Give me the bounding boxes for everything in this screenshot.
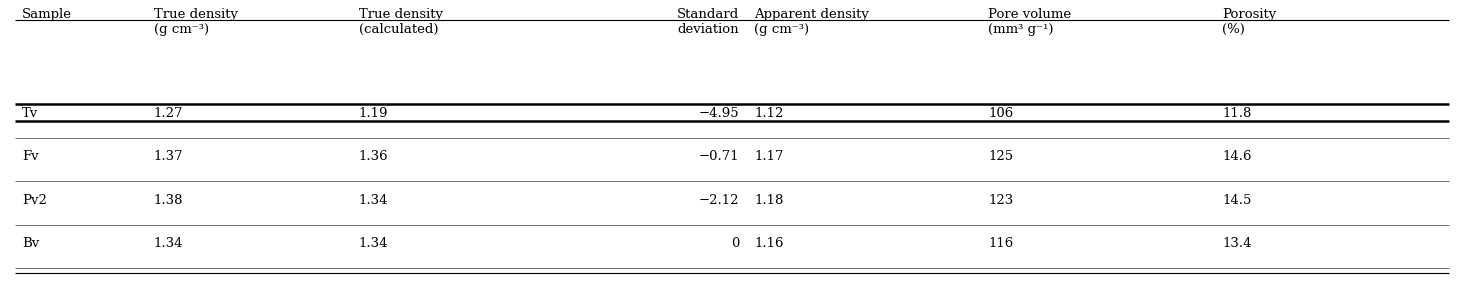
Text: 106: 106 — [988, 106, 1013, 120]
Text: True density
(g cm⁻³): True density (g cm⁻³) — [154, 8, 237, 37]
Text: −4.95: −4.95 — [698, 106, 739, 120]
Text: −2.12: −2.12 — [698, 194, 739, 207]
Text: −0.71: −0.71 — [698, 150, 739, 163]
Text: 0: 0 — [731, 237, 739, 250]
Text: 116: 116 — [988, 237, 1013, 250]
Text: True density
(calculated): True density (calculated) — [359, 8, 442, 37]
Text: 123: 123 — [988, 194, 1013, 207]
Text: 14.6: 14.6 — [1222, 150, 1252, 163]
Text: Bv: Bv — [22, 237, 40, 250]
Text: 1.12: 1.12 — [754, 106, 783, 120]
Text: 11.8: 11.8 — [1222, 106, 1252, 120]
Text: Pv2: Pv2 — [22, 194, 47, 207]
Text: 1.37: 1.37 — [154, 150, 183, 163]
Text: 1.34: 1.34 — [154, 237, 183, 250]
Text: 1.18: 1.18 — [754, 194, 783, 207]
Text: 1.19: 1.19 — [359, 106, 388, 120]
Text: Sample: Sample — [22, 8, 72, 21]
Text: 1.38: 1.38 — [154, 194, 183, 207]
Text: Apparent density
(g cm⁻³): Apparent density (g cm⁻³) — [754, 8, 868, 37]
Text: Standard
deviation: Standard deviation — [676, 8, 739, 37]
Text: 1.17: 1.17 — [754, 150, 783, 163]
Text: 1.36: 1.36 — [359, 150, 388, 163]
Text: 1.34: 1.34 — [359, 237, 388, 250]
Text: 1.16: 1.16 — [754, 237, 783, 250]
Text: 13.4: 13.4 — [1222, 237, 1252, 250]
Text: 1.34: 1.34 — [359, 194, 388, 207]
Text: 125: 125 — [988, 150, 1013, 163]
Text: Pore volume
(mm³ g⁻¹): Pore volume (mm³ g⁻¹) — [988, 8, 1072, 37]
Text: Porosity
(%): Porosity (%) — [1222, 8, 1277, 37]
Text: 1.27: 1.27 — [154, 106, 183, 120]
Text: Fv: Fv — [22, 150, 38, 163]
Text: 14.5: 14.5 — [1222, 194, 1252, 207]
Text: Tv: Tv — [22, 106, 38, 120]
